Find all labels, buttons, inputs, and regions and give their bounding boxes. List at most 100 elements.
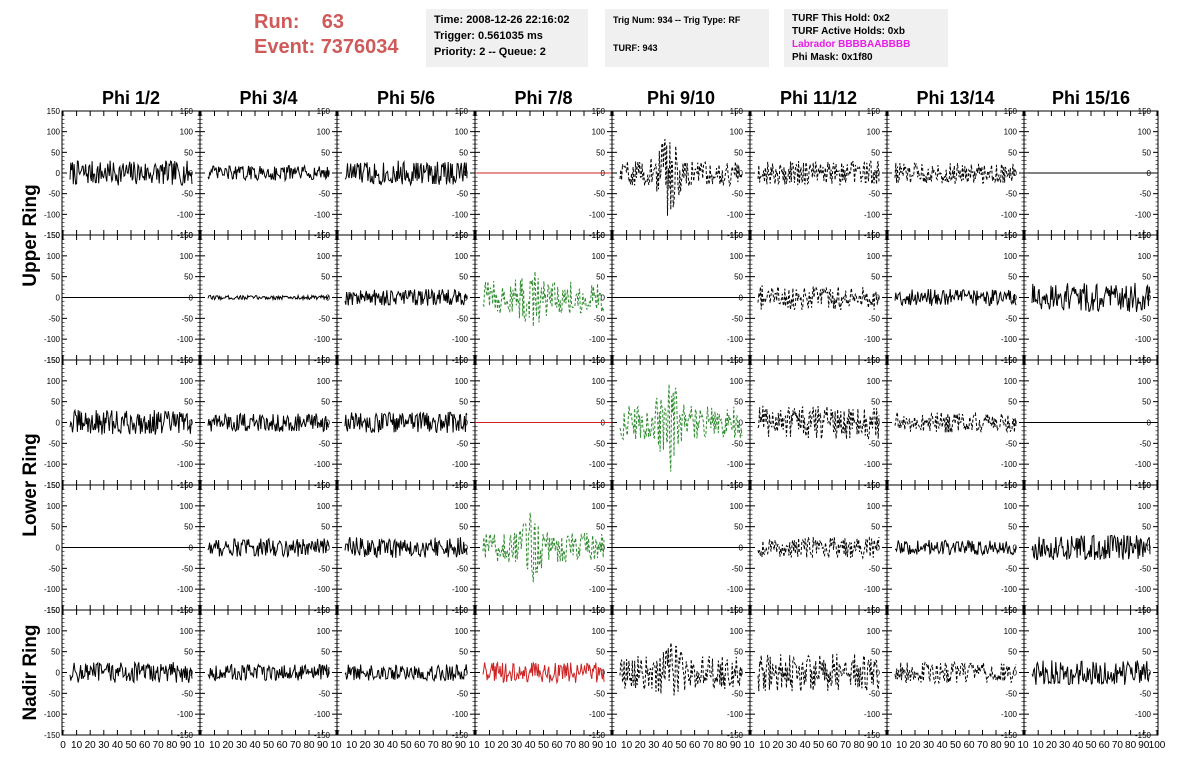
x-tick-label: 20	[360, 740, 372, 751]
x-tick-label: 80	[303, 740, 315, 751]
y-tick-label: 100	[730, 128, 744, 137]
waveform-trace	[207, 663, 330, 682]
y-tick-label: 150	[867, 481, 881, 490]
y-tick-label: 100	[1004, 627, 1018, 636]
y-tick-label: 0	[1147, 669, 1152, 678]
y-tick-label: 50	[734, 398, 743, 407]
y-tick-label: 50	[596, 273, 605, 282]
waveform-trace	[894, 288, 1017, 307]
y-tick-label: 150	[592, 107, 606, 116]
y-tick-label: 150	[867, 231, 881, 240]
y-tick-label: -100	[864, 460, 881, 469]
x-tick-label: 80	[990, 740, 1002, 751]
x-tick-label: 70	[428, 740, 440, 751]
y-tick-label: 50	[596, 523, 605, 532]
y-tick-label: -100	[1135, 210, 1152, 219]
x-tick-label: 60	[414, 740, 426, 751]
y-tick-label: -100	[177, 585, 194, 594]
y-tick-label: -100	[314, 710, 331, 719]
x-tick-label: 60	[276, 740, 288, 751]
x-tick-label: 10	[1033, 740, 1045, 751]
y-tick-label: -50	[48, 689, 60, 698]
y-tick-label: 150	[47, 606, 61, 615]
x-tick-label: 30	[511, 740, 523, 751]
y-tick-label: 150	[592, 606, 606, 615]
y-tick-label: 100	[1004, 377, 1018, 386]
x-tick-label: 90	[867, 740, 879, 751]
ring-label: Lower Ring	[20, 433, 41, 536]
y-tick-label: 0	[876, 544, 881, 553]
y-tick-label: 150	[47, 481, 61, 490]
y-tick-label: 0	[464, 169, 469, 178]
waveform-trace	[1031, 660, 1151, 686]
y-tick-label: -100	[864, 210, 881, 219]
y-tick-label: 100	[867, 128, 881, 137]
y-tick-label: 50	[734, 148, 743, 157]
y-tick-label: 100	[180, 252, 194, 261]
x-tick-label: 20	[222, 740, 234, 751]
y-tick-label: -100	[727, 210, 744, 219]
y-tick-label: -100	[1001, 460, 1018, 469]
waveform-trace	[757, 285, 880, 311]
x-tick-label: 90	[730, 740, 742, 751]
y-tick-label: 150	[1138, 356, 1152, 365]
y-tick-label: 0	[1013, 669, 1018, 678]
x-tick-label: 60	[689, 740, 701, 751]
y-tick-label: -100	[44, 710, 61, 719]
y-tick-label: -50	[318, 564, 330, 573]
y-tick-label: -50	[1005, 439, 1017, 448]
turf-this-hold: TURF This Hold: 0x2	[792, 13, 890, 24]
y-tick-label: -100	[452, 210, 469, 219]
y-tick-label: 100	[730, 502, 744, 511]
x-tick-label: 30	[1059, 740, 1071, 751]
y-tick-label: -100	[864, 710, 881, 719]
x-tick-label: 50	[950, 740, 962, 751]
y-tick-label: 0	[739, 419, 744, 428]
x-tick-label: 10	[1017, 740, 1029, 751]
y-tick-label: 50	[596, 648, 605, 657]
waveform-trace	[207, 537, 330, 559]
x-tick-label: 10	[759, 740, 771, 751]
y-tick-label: -50	[593, 689, 605, 698]
x-tick-label: 40	[936, 740, 948, 751]
x-tick-label: 40	[249, 740, 261, 751]
y-tick-label: 100	[180, 627, 194, 636]
y-tick-label: 50	[734, 523, 743, 532]
y-tick-label: 50	[184, 273, 193, 282]
y-tick-label: 50	[459, 648, 468, 657]
y-tick-label: 50	[321, 648, 330, 657]
y-tick-label: 50	[1142, 523, 1151, 532]
y-tick-label: 100	[317, 627, 331, 636]
x-tick-label: 80	[716, 740, 728, 751]
y-tick-label: -50	[456, 564, 468, 573]
y-tick-label: 50	[184, 648, 193, 657]
y-tick-label: -50	[318, 689, 330, 698]
y-tick-label: -100	[44, 585, 61, 594]
phi-mask-text: Phi Mask: 0x1f80	[792, 52, 873, 63]
x-tick-label: 50	[263, 740, 275, 751]
y-tick-label: -50	[181, 439, 193, 448]
y-tick-label: -100	[864, 585, 881, 594]
y-tick-label: -100	[1001, 210, 1018, 219]
x-tick-label: 50	[1085, 740, 1097, 751]
y-tick-label: 100	[455, 377, 469, 386]
x-tick-label: 20	[85, 740, 97, 751]
y-tick-label: 100	[1138, 627, 1152, 636]
time-text: Time: 2008-12-26 22:16:02	[434, 14, 570, 26]
y-tick-label: -50	[731, 564, 743, 573]
y-tick-label: -50	[593, 314, 605, 323]
y-tick-label: -100	[589, 210, 606, 219]
x-tick-label: 70	[290, 740, 302, 751]
y-tick-label: 150	[455, 481, 469, 490]
y-tick-label: 50	[871, 523, 880, 532]
y-tick-label: 100	[1004, 252, 1018, 261]
y-tick-label: 0	[739, 169, 744, 178]
y-tick-label: 100	[317, 128, 331, 137]
y-tick-label: 0	[1147, 544, 1152, 553]
y-tick-label: -100	[314, 210, 331, 219]
x-tick-label: 10	[71, 740, 83, 751]
y-tick-label: 50	[459, 273, 468, 282]
y-tick-label: 150	[592, 356, 606, 365]
x-tick-label: 60	[963, 740, 975, 751]
